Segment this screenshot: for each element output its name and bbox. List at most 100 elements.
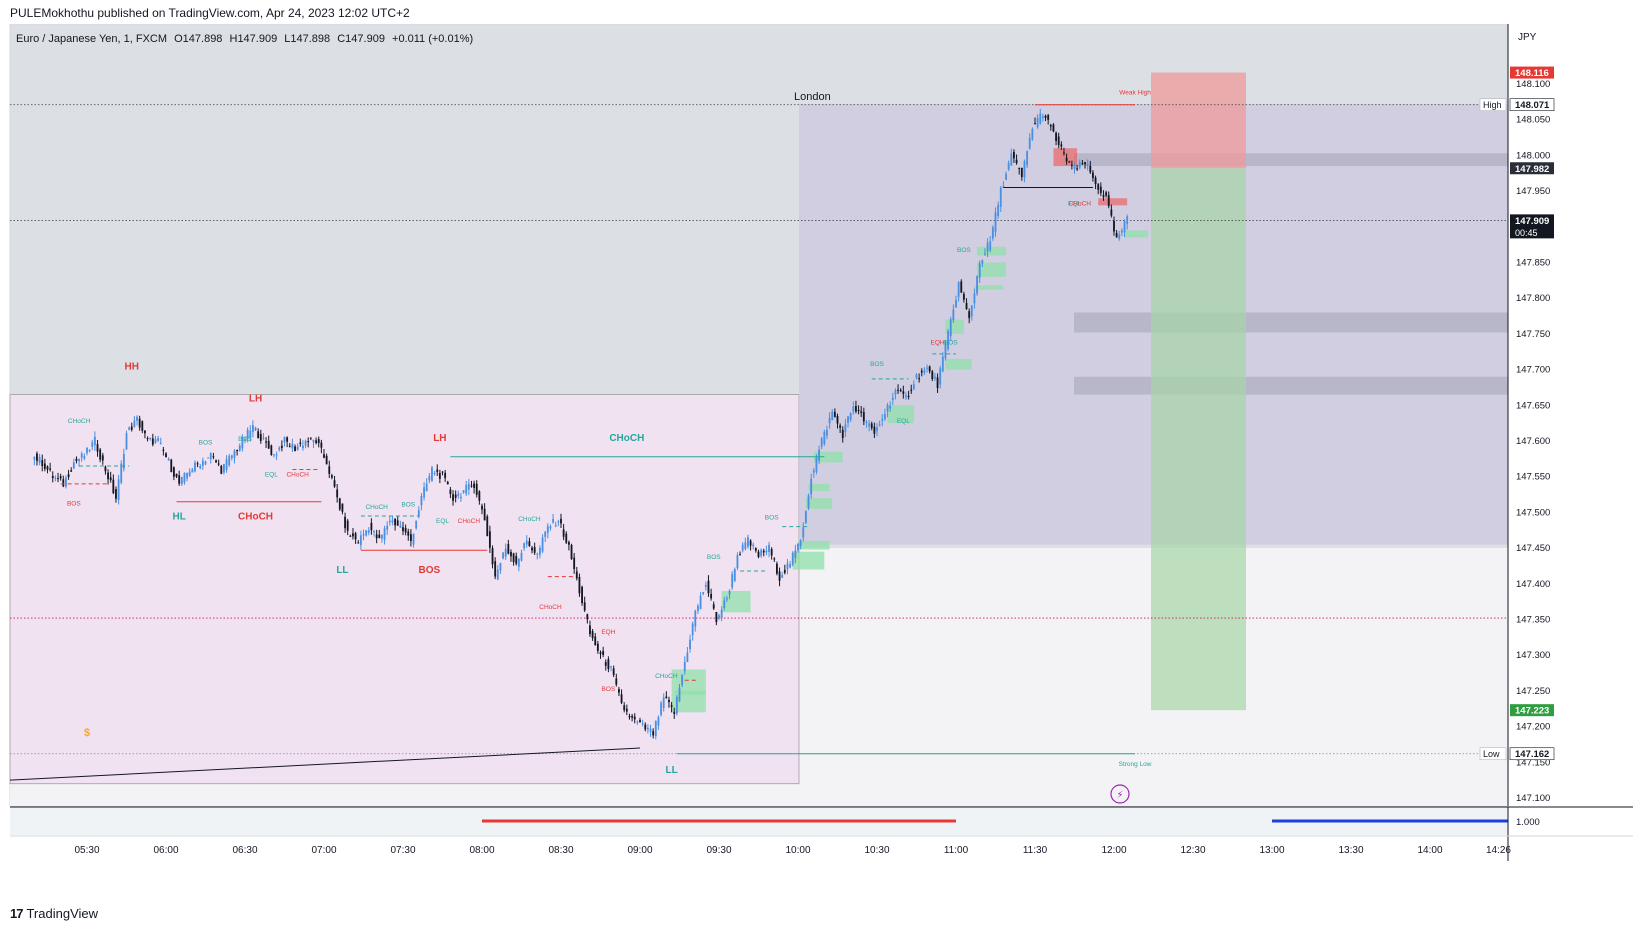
- candle: [328, 460, 331, 478]
- structure-label: EQL: [265, 472, 278, 479]
- candle-body: [1010, 153, 1013, 166]
- candle: [517, 557, 520, 572]
- candle: [441, 471, 444, 476]
- candle-body: [246, 429, 249, 439]
- candle-body: [117, 479, 120, 500]
- candle-body: [91, 442, 94, 447]
- candle-body: [1105, 192, 1108, 196]
- time-tick-label: 10:00: [785, 845, 810, 856]
- candle-body: [654, 720, 657, 737]
- candle-body: [962, 293, 965, 300]
- candle-body: [1031, 128, 1034, 140]
- candle: [1052, 123, 1055, 133]
- candle-body: [70, 470, 73, 472]
- candle: [728, 589, 731, 600]
- candle-body: [112, 479, 115, 493]
- candle: [425, 478, 428, 492]
- candle-body: [323, 454, 325, 458]
- candle-body: [207, 457, 210, 459]
- candle: [552, 513, 555, 524]
- candle: [786, 559, 789, 575]
- price-tick-label: 147.600: [1516, 436, 1550, 447]
- candle-body: [209, 453, 212, 460]
- candle: [1118, 230, 1121, 241]
- time-tick-label: 06:00: [153, 845, 178, 856]
- price-badge-label: 148.071: [1515, 100, 1550, 111]
- price-tick-label: 147.850: [1516, 258, 1550, 269]
- candle: [317, 436, 320, 448]
- candle-body: [926, 367, 928, 369]
- candle: [296, 443, 299, 451]
- candle: [180, 476, 183, 486]
- candle: [747, 534, 749, 549]
- fair-value-gap: [792, 551, 825, 570]
- candle: [554, 521, 557, 528]
- candle-body: [604, 662, 607, 666]
- candle-body: [225, 459, 228, 471]
- candle: [936, 373, 939, 393]
- candle: [386, 521, 389, 535]
- lightning-icon[interactable]: [1110, 784, 1130, 804]
- candle-body: [878, 424, 881, 426]
- candle-body: [259, 433, 262, 442]
- time-tick-label: 08:00: [469, 845, 494, 856]
- candle-body: [731, 574, 734, 588]
- candle-body: [520, 552, 523, 561]
- candle-body: [973, 293, 976, 304]
- candle-body: [899, 390, 902, 392]
- fair-value-gap: [977, 246, 1007, 256]
- time-tick-label: 14:26: [1486, 845, 1511, 856]
- candle-body: [101, 455, 104, 461]
- price-axis[interactable]: [1508, 24, 1633, 806]
- candle: [415, 520, 418, 530]
- candle-body: [467, 483, 470, 490]
- candle-body: [186, 472, 188, 479]
- candle: [257, 428, 260, 439]
- candle: [883, 408, 886, 421]
- candle: [259, 429, 262, 444]
- candle: [1023, 159, 1026, 183]
- candle-body: [778, 571, 781, 581]
- candle-body: [257, 431, 260, 439]
- candle-body: [797, 543, 799, 551]
- candle-body: [149, 437, 152, 440]
- candle-body: [41, 460, 44, 467]
- candle: [291, 438, 294, 453]
- price-tick-label: 148.050: [1516, 115, 1550, 126]
- candle-body: [907, 395, 910, 397]
- candle-body: [1097, 184, 1100, 190]
- chart[interactable]: London HH LH LH HL LL LL CHoCH BOS CHoCH CHoCH BOS…: [0, 24, 1633, 924]
- candle: [75, 456, 78, 464]
- candle-body: [367, 530, 370, 533]
- candle: [207, 457, 210, 459]
- candle: [144, 430, 146, 439]
- price-badge: [1510, 704, 1554, 717]
- candle-body: [136, 416, 138, 421]
- candle: [349, 534, 352, 537]
- candle-body: [159, 442, 162, 445]
- candle-body: [618, 689, 620, 693]
- candle: [1010, 148, 1013, 167]
- london-session-label: London: [794, 91, 831, 103]
- candle: [1036, 114, 1039, 129]
- candle-body: [338, 498, 341, 510]
- candle-body: [488, 531, 491, 548]
- candle-body: [491, 548, 494, 565]
- time-tick-label: 12:30: [1180, 845, 1205, 856]
- candle-body: [154, 439, 157, 443]
- time-tick-label: 08:30: [548, 845, 573, 856]
- candle: [249, 425, 252, 442]
- candle: [196, 461, 199, 468]
- candle-body: [1094, 177, 1097, 185]
- candle-body: [510, 551, 512, 557]
- structure-label: CHoCH: [238, 512, 273, 523]
- candle-body: [394, 518, 397, 526]
- time-tick-label: 12:00: [1101, 845, 1126, 856]
- candle: [865, 419, 868, 428]
- candle-body: [636, 721, 639, 723]
- time-tick-label: 11:30: [1023, 845, 1048, 856]
- candle: [478, 490, 481, 505]
- candle-body: [1052, 124, 1055, 132]
- candle: [275, 451, 278, 461]
- candle-body: [1115, 232, 1118, 238]
